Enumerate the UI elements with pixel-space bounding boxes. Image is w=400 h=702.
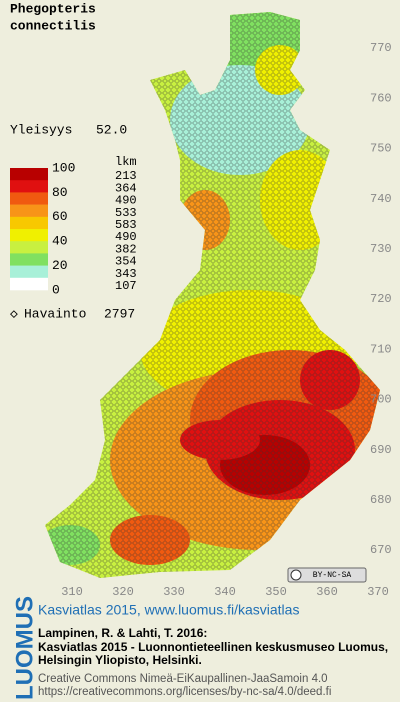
legend-count: 382	[115, 242, 137, 256]
legend-count: 490	[115, 194, 137, 208]
legend-band	[10, 253, 48, 266]
legend-band	[10, 204, 48, 218]
legend-count: 364	[115, 181, 137, 195]
legend-band	[10, 168, 48, 181]
legend-band	[10, 229, 48, 242]
legend-band	[10, 277, 48, 291]
legend-band	[10, 265, 48, 279]
license-text: https://creativecommons.org/licenses/by-…	[38, 686, 331, 698]
observation-icon: ◇	[10, 306, 18, 321]
citation: Helsingin Yliopisto, Helsinki.	[38, 653, 202, 667]
legend-count: 343	[115, 267, 137, 281]
easting-label: 340	[214, 585, 236, 599]
legend-count: 213	[115, 169, 137, 183]
legend-scale-label: 80	[52, 185, 68, 200]
easting-label: 330	[163, 585, 185, 599]
legend-count: 490	[115, 230, 137, 244]
easting-label: 320	[112, 585, 134, 599]
legend-band	[10, 216, 48, 230]
easting-label: 310	[61, 585, 83, 599]
count-header: lkm	[115, 155, 137, 169]
observation-label: Havainto	[24, 306, 86, 321]
frequency-value: 52.0	[96, 122, 127, 137]
legend-count: 583	[115, 218, 137, 232]
frequency-label: Yleisyys	[10, 122, 72, 137]
legend-scale-label: 0	[52, 282, 60, 297]
legend-count: 354	[115, 255, 137, 269]
northing-label: 710	[370, 342, 392, 356]
citation: Lampinen, R. & Lahti, T. 2016:	[38, 626, 207, 640]
footer-link[interactable]: Kasviatlas 2015, www.luomus.fi/kasviatla…	[38, 602, 299, 618]
cc-icon	[290, 569, 302, 581]
distribution-map	[45, 12, 380, 578]
legend-scale-label: 20	[52, 258, 68, 273]
logo: LUOMUS	[11, 596, 38, 700]
legend-count: 107	[115, 279, 137, 293]
northing-label: 760	[370, 91, 392, 105]
northing-label: 680	[370, 493, 392, 507]
northing-label: 770	[370, 41, 392, 55]
northing-label: 690	[370, 443, 392, 457]
citation: Kasviatlas 2015 - Luonnontieteellinen ke…	[38, 640, 388, 654]
legend-count: 533	[115, 206, 137, 220]
observation-value: 2797	[104, 306, 135, 321]
easting-label: 370	[367, 585, 389, 599]
legend-scale-label: 40	[52, 234, 68, 249]
species-title: Phegopteris	[10, 1, 96, 16]
easting-label: 350	[265, 585, 287, 599]
northing-label: 700	[370, 393, 392, 407]
legend-band	[10, 180, 48, 193]
northing-label: 720	[370, 292, 392, 306]
legend-scale-label: 60	[52, 209, 68, 224]
northing-label: 740	[370, 192, 392, 206]
northing-label: 670	[370, 543, 392, 557]
species-title: connectilis	[10, 18, 96, 33]
northing-label: 730	[370, 242, 392, 256]
easting-label: 360	[316, 585, 338, 599]
legend-band	[10, 192, 48, 205]
legend-band	[10, 241, 48, 254]
license-text: Creative Commons Nimeä-EiKaupallinen-Jaa…	[38, 673, 328, 685]
license-badge-text: BY-NC-SA	[313, 571, 352, 580]
northing-label: 750	[370, 142, 392, 156]
legend-scale-label: 100	[52, 160, 75, 175]
license-badge	[287, 567, 367, 583]
